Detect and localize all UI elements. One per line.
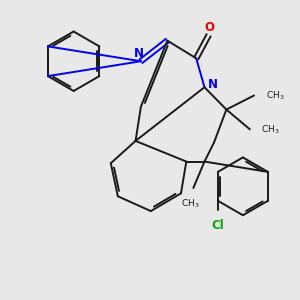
Text: CH$_3$: CH$_3$	[181, 197, 200, 210]
Text: N: N	[134, 47, 143, 60]
Text: CH$_3$: CH$_3$	[266, 89, 284, 102]
Text: O: O	[204, 21, 214, 34]
Text: N: N	[208, 78, 218, 91]
Text: CH$_3$: CH$_3$	[262, 123, 280, 136]
Text: Cl: Cl	[212, 219, 224, 232]
